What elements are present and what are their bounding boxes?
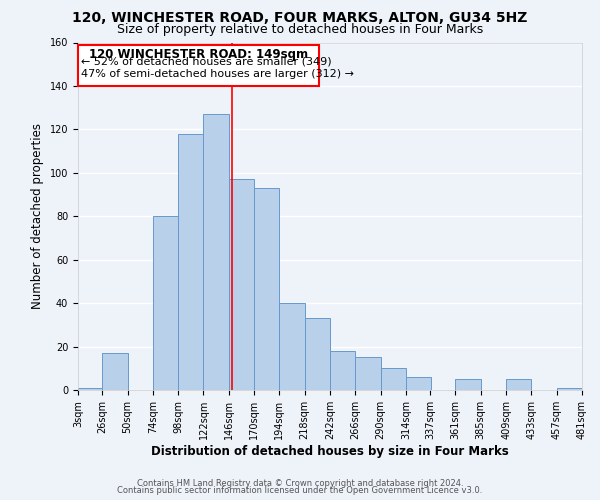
Text: 120, WINCHESTER ROAD, FOUR MARKS, ALTON, GU34 5HZ: 120, WINCHESTER ROAD, FOUR MARKS, ALTON,… (73, 11, 527, 25)
Bar (78, 388, 103, 390)
Text: Contains public sector information licensed under the Open Government Licence v3: Contains public sector information licen… (118, 486, 482, 495)
Bar (78, 44, 319, 86)
Y-axis label: Number of detached properties: Number of detached properties (31, 123, 44, 309)
Bar (305, 318, 330, 390)
Text: 120 WINCHESTER ROAD: 149sqm: 120 WINCHESTER ROAD: 149sqm (89, 48, 308, 61)
Bar (380, 368, 406, 390)
Bar (254, 188, 280, 390)
Bar (506, 379, 532, 390)
Bar (557, 388, 582, 390)
X-axis label: Distribution of detached houses by size in Four Marks: Distribution of detached houses by size … (151, 444, 509, 458)
Bar (178, 134, 203, 390)
Text: 47% of semi-detached houses are larger (312) →: 47% of semi-detached houses are larger (… (81, 70, 354, 80)
Bar (406, 377, 431, 390)
Bar (355, 358, 380, 390)
Bar (102, 353, 128, 390)
Bar (229, 180, 254, 390)
Text: ← 52% of detached houses are smaller (349): ← 52% of detached houses are smaller (34… (81, 56, 332, 66)
Text: Contains HM Land Registry data © Crown copyright and database right 2024.: Contains HM Land Registry data © Crown c… (137, 478, 463, 488)
Bar (455, 379, 481, 390)
Text: Size of property relative to detached houses in Four Marks: Size of property relative to detached ho… (117, 22, 483, 36)
Bar (280, 303, 305, 390)
Bar (153, 216, 178, 390)
Bar (330, 351, 355, 390)
Bar (203, 114, 229, 390)
